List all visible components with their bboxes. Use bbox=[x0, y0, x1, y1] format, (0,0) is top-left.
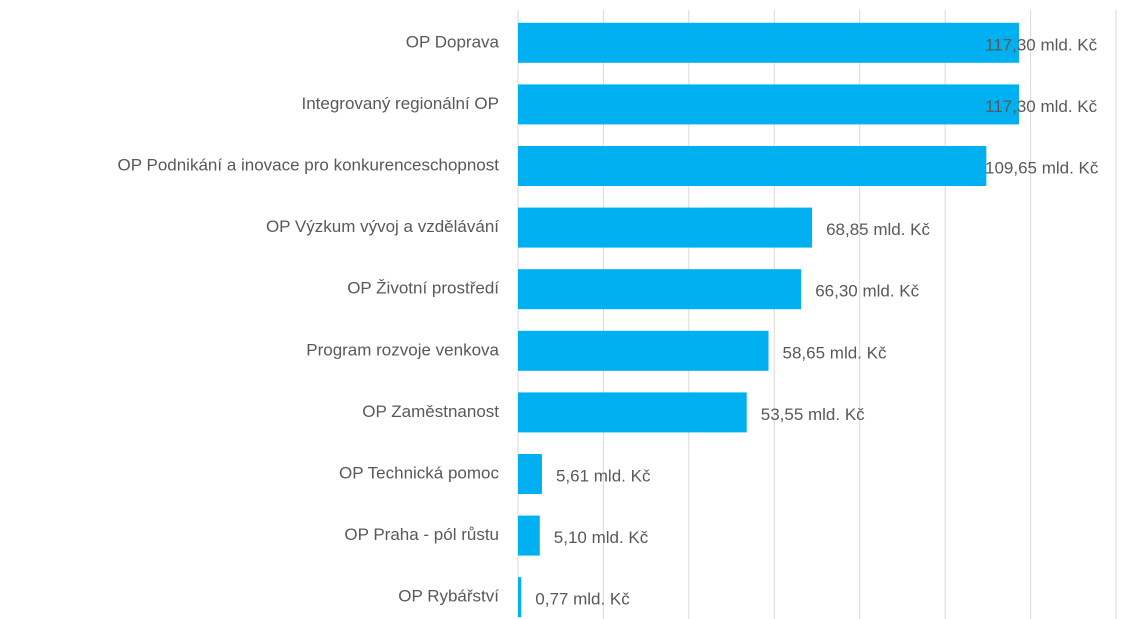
bar bbox=[518, 22, 1020, 63]
category-label: OP Praha - pól růstu bbox=[344, 525, 499, 544]
category-label: OP Rybářství bbox=[398, 587, 499, 606]
category-label: OP Životní prostředí bbox=[347, 279, 499, 298]
bar bbox=[518, 515, 540, 556]
category-label: OP Zaměstnanost bbox=[362, 402, 499, 421]
category-label: OP Podnikání a inovace pro konkurencesch… bbox=[118, 155, 500, 174]
value-label: 117,30 mld. Kč bbox=[985, 35, 1098, 54]
category-label: OP Doprava bbox=[406, 32, 500, 51]
value-label: 5,61 mld. Kč bbox=[556, 466, 651, 485]
value-label: 5,10 mld. Kč bbox=[554, 528, 649, 547]
bar bbox=[518, 84, 1020, 125]
bar bbox=[518, 269, 802, 310]
bar bbox=[518, 146, 987, 186]
value-label: 109,65 mld. Kč bbox=[985, 158, 1099, 177]
bar bbox=[518, 577, 522, 618]
category-label: Program rozvoje venkova bbox=[306, 340, 499, 359]
category-label: Integrovaný regionální OP bbox=[301, 94, 499, 113]
category-label: OP Výzkum vývoj a vzdělávání bbox=[266, 217, 499, 236]
value-label: 117,30 mld. Kč bbox=[985, 97, 1098, 116]
value-label: 66,30 mld. Kč bbox=[815, 282, 919, 301]
value-label: 53,55 mld. Kč bbox=[761, 405, 865, 424]
bar bbox=[518, 207, 813, 248]
bar bbox=[518, 454, 542, 494]
value-label: 58,65 mld. Kč bbox=[783, 343, 887, 362]
value-label: 68,85 mld. Kč bbox=[826, 220, 930, 239]
category-label: OP Technická pomoc bbox=[339, 463, 500, 482]
bar bbox=[518, 392, 747, 433]
value-label: 0,77 mld. Kč bbox=[535, 590, 630, 609]
bar bbox=[518, 330, 769, 371]
